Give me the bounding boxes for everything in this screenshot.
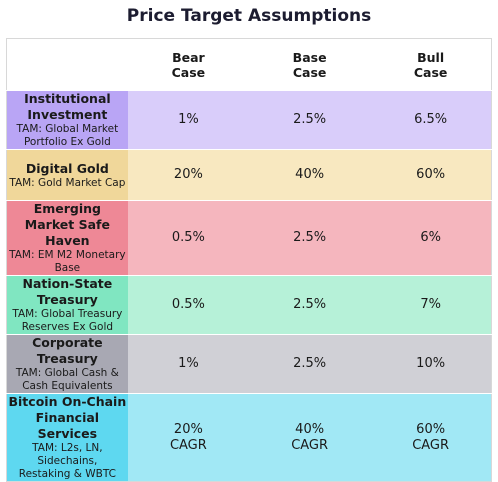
row-name: Emerging Market Safe Haven: [24, 201, 110, 248]
value-cell: 60% CAGR: [370, 393, 492, 482]
row-name: Institutional Investment: [24, 91, 111, 122]
value-cell: 40% CAGR: [249, 393, 371, 482]
row-label: Digital Gold TAM: Gold Market Cap: [6, 149, 128, 201]
row-label: Bitcoin On-Chain Financial Services TAM: …: [6, 393, 128, 482]
row-name: Bitcoin On-Chain Financial Services: [8, 394, 127, 441]
value-cell: 2.5%: [249, 200, 371, 276]
value-cell: 1%: [127, 334, 249, 394]
column-header: Base Case: [292, 49, 327, 80]
row-tam: TAM: Gold Market Cap: [9, 176, 126, 189]
page: {"header": {"title": "Price Target Assum…: [6, 6, 492, 482]
value-cell: 20% CAGR: [127, 393, 249, 482]
assumptions-table: Bear Case Base Case Bull Case Institutiona…: [6, 38, 492, 482]
value-cell: 10%: [370, 334, 492, 394]
row-label: Institutional Investment TAM: Global Mark…: [6, 90, 128, 150]
row-name: Nation-State Treasury: [22, 276, 113, 307]
value-cell: 60%: [370, 149, 492, 201]
row-tam: TAM: Global Market Portfolio Ex Gold: [16, 123, 119, 148]
row-label: Corporate Treasury TAM: Global Cash & Cas…: [6, 334, 128, 394]
row-label: Nation-State Treasury TAM: Global Treasur…: [6, 275, 128, 335]
corner: [7, 39, 128, 91]
row-tam: TAM: L2s, LN, Sidechains, Restaking & WB…: [18, 442, 116, 480]
row-tam: TAM: EM M2 Monetary Base: [9, 249, 126, 274]
column-header: Bull Case: [413, 49, 448, 80]
value-cell: 20%: [127, 149, 249, 201]
row: Emerging Market Safe Haven TAM: EM M2 Mon…: [6, 200, 492, 276]
value-cell: 7%: [370, 275, 492, 335]
header-row: Bear Case Base Case Bull Case: [7, 39, 492, 91]
row: Corporate Treasury TAM: Global Cash & Cas…: [6, 334, 492, 394]
column-header: Bear Case: [171, 49, 206, 80]
value-cell: 40%: [249, 149, 371, 201]
value-cell: 2.5%: [249, 334, 371, 394]
row-label: Emerging Market Safe Haven TAM: EM M2 Mon…: [6, 200, 128, 276]
value-cell: 2.5%: [249, 275, 371, 335]
row-name: Corporate Treasury: [32, 335, 103, 366]
value-cell: 1%: [127, 90, 249, 150]
title: Price Target Assumptions: [126, 6, 372, 26]
value-cell: 6.5%: [370, 90, 492, 150]
row: Digital Gold TAM: Gold Market Cap 20% 40% 60…: [6, 149, 492, 201]
value-cell: 2.5%: [249, 90, 371, 150]
value-cell: 6%: [370, 200, 492, 276]
row: Nation-State Treasury TAM: Global Treasur…: [6, 275, 492, 335]
row-tam: TAM: Global Cash & Cash Equivalents: [15, 367, 119, 392]
value-cell: 0.5%: [127, 275, 249, 335]
value-cell: 0.5%: [127, 200, 249, 276]
row-name: Digital Gold: [25, 160, 109, 176]
row: Institutional Investment TAM: Global Mark…: [6, 90, 492, 150]
row-tam: TAM: Global Treasury Reserves Ex Gold: [12, 308, 123, 333]
row: Bitcoin On-Chain Financial Services TAM: …: [6, 393, 492, 482]
